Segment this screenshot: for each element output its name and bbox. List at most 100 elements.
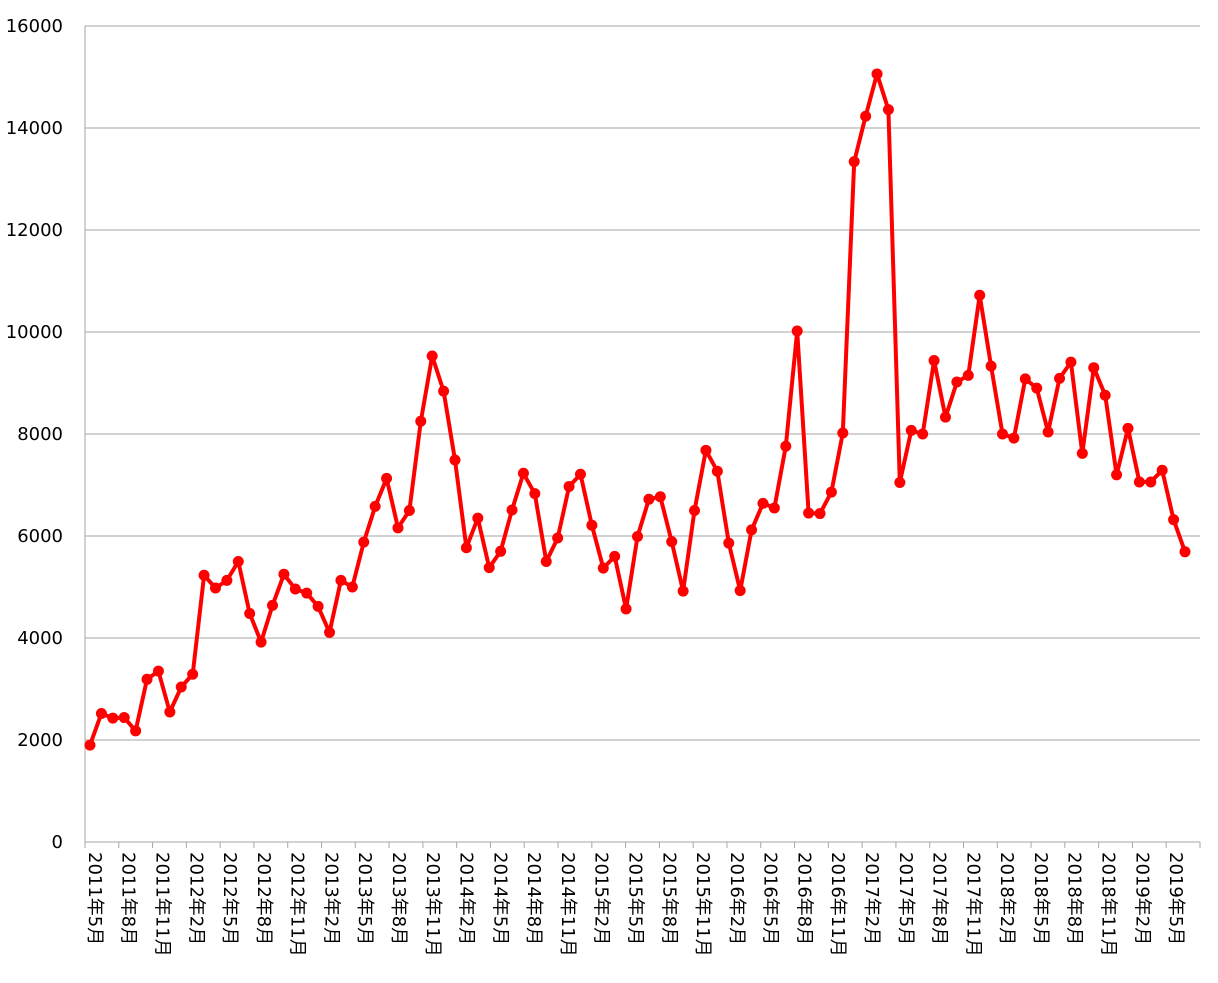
y-tick-label: 8000 [17, 424, 63, 445]
data-point [335, 574, 347, 586]
data-point [415, 415, 427, 427]
data-point [312, 600, 324, 612]
x-axis-ticks: 2011年5月 2011年8月 2011年11月 2012年2月 2012年5月 2012… [84, 842, 1201, 957]
data-point [825, 486, 837, 498]
x-tick-label: 2015年11月 [692, 852, 713, 957]
data-point [187, 668, 199, 680]
x-tick-label: 2019年5月 [1165, 852, 1186, 945]
data-point [529, 488, 541, 500]
data-point [1111, 469, 1123, 481]
data-point [346, 581, 358, 593]
data-point [734, 585, 746, 597]
data-point [460, 542, 472, 554]
data-point [1179, 546, 1191, 558]
x-tick-label: 2017年8月 [929, 852, 950, 945]
data-point [917, 428, 929, 440]
data-point [1168, 514, 1180, 526]
data-point [301, 587, 313, 599]
series-line-path [88, 71, 1187, 748]
x-tick-label: 2016年2月 [726, 852, 747, 945]
data-point [962, 369, 974, 381]
data-point [848, 156, 860, 168]
y-tick-label: 2000 [17, 730, 63, 751]
x-tick-label: 2014年5月 [489, 852, 510, 945]
y-tick-label: 10000 [6, 322, 63, 343]
y-tick-label: 12000 [6, 220, 63, 241]
data-point [597, 562, 609, 574]
data-point [84, 739, 96, 751]
data-point [928, 355, 940, 367]
data-point [540, 556, 552, 567]
y-axis-ticks: 0 2000 4000 6000 8000 10000 12000 14000 16000 [6, 16, 63, 853]
data-point [175, 681, 187, 693]
data-point [392, 522, 404, 534]
x-tick-label: 2014年8月 [523, 852, 544, 945]
data-point [517, 467, 529, 479]
y-tick-label: 6000 [17, 526, 63, 547]
data-point [871, 68, 883, 80]
x-tick-label: 2018年11月 [1098, 852, 1119, 957]
data-point [620, 603, 632, 615]
data-point [700, 444, 712, 456]
data-point [1145, 476, 1157, 488]
data-point [837, 427, 849, 439]
data-point [552, 532, 564, 544]
data-point [232, 556, 244, 567]
x-tick-label: 2016年11月 [827, 852, 848, 957]
data-point [118, 712, 130, 724]
y-tick-label: 4000 [17, 628, 63, 649]
data-point [289, 583, 301, 595]
data-point [768, 502, 780, 514]
data-point [198, 569, 210, 581]
data-point [677, 585, 689, 597]
x-tick-label: 2015年8月 [658, 852, 679, 945]
data-point [164, 706, 176, 718]
data-point [244, 608, 256, 620]
data-point [403, 505, 415, 516]
axes [84, 26, 1200, 843]
data-point [130, 725, 142, 737]
x-tick-label: 2012年11月 [287, 852, 308, 957]
data-point [780, 440, 792, 452]
x-tick-label: 2017年11月 [962, 852, 983, 957]
x-tick-label: 2017年5月 [895, 852, 916, 945]
x-tick-label: 2012年5月 [219, 852, 240, 945]
data-point [1019, 373, 1031, 385]
data-point [643, 493, 655, 505]
x-tick-label: 2015年5月 [625, 852, 646, 945]
data-point [574, 468, 586, 480]
data-point [95, 707, 107, 719]
data-point [1156, 464, 1168, 476]
data-point [586, 519, 598, 531]
data-point [495, 545, 507, 557]
data-point [882, 104, 894, 116]
series-line [88, 71, 1187, 748]
data-point [974, 289, 986, 301]
data-point [746, 524, 758, 536]
data-point [1088, 362, 1100, 374]
y-tick-label: 0 [52, 832, 63, 853]
data-point [1076, 447, 1088, 459]
data-point [666, 536, 678, 548]
x-tick-label: 2015年2月 [591, 852, 612, 945]
data-point [632, 531, 643, 543]
data-point [723, 537, 735, 549]
y-tick-label: 16000 [6, 16, 63, 37]
data-point [689, 505, 701, 516]
data-point [255, 636, 267, 648]
data-point [472, 512, 484, 524]
data-point [711, 465, 723, 477]
data-point [381, 472, 393, 484]
data-point [654, 491, 666, 503]
data-point [803, 507, 815, 519]
x-tick-label: 2016年8月 [793, 852, 814, 945]
series-points [84, 68, 1191, 751]
data-point [267, 599, 278, 611]
x-tick-label: 2014年2月 [456, 852, 477, 945]
x-tick-label: 2013年8月 [388, 852, 409, 945]
x-tick-label: 2011年11月 [151, 852, 172, 957]
data-point [1031, 382, 1043, 394]
data-point [449, 454, 461, 466]
data-point [278, 568, 290, 580]
data-point [1133, 476, 1145, 488]
